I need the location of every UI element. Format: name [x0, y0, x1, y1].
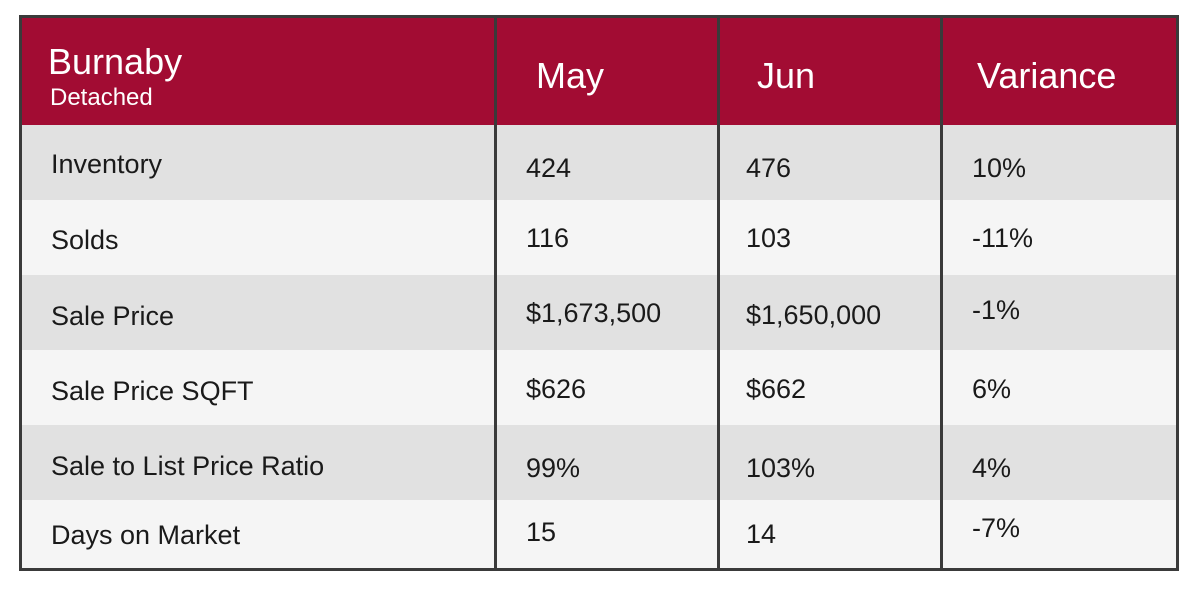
variance-value: -7% [972, 513, 1021, 543]
may-value: 15 [526, 517, 557, 547]
column-header-variance: Variance [977, 55, 1117, 96]
table-row: Days on Market 15 14 -7% [22, 500, 1176, 568]
row-label: Sale to List Price Ratio [51, 451, 325, 481]
may-value: $1,673,500 [526, 298, 662, 328]
row-label: Inventory [51, 149, 163, 179]
jun-value: 103% [746, 453, 816, 483]
row-label: Solds [51, 225, 119, 255]
table-row: Solds 116 103 -11% [22, 200, 1176, 275]
column-divider [494, 18, 497, 568]
variance-value: 4% [972, 453, 1012, 483]
may-value: 99% [526, 453, 581, 483]
area-title: Burnaby [48, 41, 183, 82]
row-label: Sale Price SQFT [51, 376, 254, 406]
market-stats-table: Burnaby Detached May Jun Variance Invent… [19, 15, 1179, 571]
variance-value: -11% [972, 223, 1034, 253]
table-row: Sale Price $1,673,500 $1,650,000 -1% [22, 275, 1176, 350]
row-label: Sale Price [51, 301, 175, 331]
property-type-subtitle: Detached [50, 84, 153, 111]
column-header-may: May [536, 55, 605, 96]
jun-value: 103 [746, 223, 792, 253]
jun-value: $1,650,000 [746, 300, 882, 330]
table-row: Sale to List Price Ratio 99% 103% 4% [22, 425, 1176, 500]
column-divider [717, 18, 720, 568]
row-label: Days on Market [51, 520, 241, 550]
variance-value: 6% [972, 374, 1012, 404]
column-divider [940, 18, 943, 568]
may-value: $626 [526, 374, 587, 404]
variance-value: -1% [972, 295, 1021, 325]
table-row: Inventory 424 476 10% [22, 125, 1176, 200]
variance-value: 10% [972, 153, 1027, 183]
may-value: 116 [526, 223, 570, 253]
table-row: Sale Price SQFT $626 $662 6% [22, 350, 1176, 425]
jun-value: 476 [746, 153, 792, 183]
may-value: 424 [526, 153, 572, 183]
jun-value: 14 [746, 519, 777, 549]
table-header: Burnaby Detached May Jun Variance [22, 18, 1176, 125]
column-header-jun: Jun [757, 55, 816, 96]
jun-value: $662 [746, 374, 807, 404]
